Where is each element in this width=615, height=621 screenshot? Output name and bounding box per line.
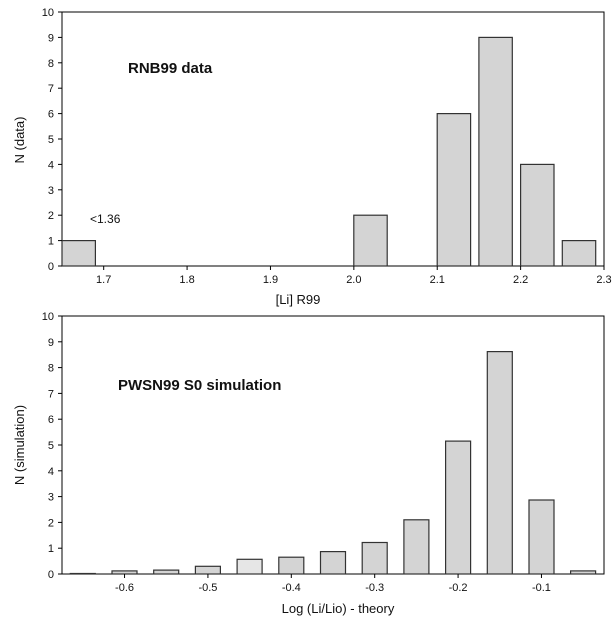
top-panel-label: RNB99 data	[128, 60, 213, 77]
bottom-x-ticks: -0.6 -0.5 -0.4 -0.3 -0.2 -0.1	[115, 574, 551, 594]
bottom-bar	[278, 556, 305, 575]
bottom-y-tick-label: 2	[48, 517, 54, 529]
top-y-axis-label: N (data)	[12, 117, 27, 164]
top-x-tick-label: 1.7	[96, 274, 111, 286]
top-bar	[519, 163, 555, 267]
top-x-ticks: 1.7 1.8 1.9 2.0 2.1 2.2 2.3	[96, 266, 612, 286]
bottom-y-tick-label: 8	[48, 363, 54, 375]
bottom-bar	[194, 565, 221, 575]
top-annotation: <1.36	[90, 212, 121, 226]
top-bars	[61, 36, 597, 267]
bottom-x-tick-label: -0.5	[198, 582, 217, 594]
top-y-tick-label: 9	[48, 32, 54, 44]
bottom-bar	[153, 569, 180, 575]
top-x-tick-label: 2.3	[596, 274, 611, 286]
bottom-x-tick-label: -0.1	[532, 582, 551, 594]
top-y-ticks: 0 1 2 3 4 5 6 7 8 9 10	[42, 7, 62, 273]
bottom-bar	[528, 499, 555, 575]
bottom-x-tick-label: -0.4	[282, 582, 301, 594]
top-bar	[478, 36, 513, 267]
bottom-bar	[486, 351, 513, 575]
bottom-panel-label: PWSN99 S0 simulation	[118, 377, 281, 394]
bottom-bars	[69, 351, 597, 575]
bottom-bar	[319, 550, 347, 575]
top-y-tick-label: 2	[48, 210, 54, 222]
bottom-y-tick-label: 5	[48, 440, 54, 452]
top-bar	[61, 240, 97, 267]
top-bar	[353, 214, 388, 267]
top-x-tick-label: 1.8	[179, 274, 194, 286]
bottom-y-tick-label: 10	[42, 311, 54, 323]
bottom-bar	[361, 541, 388, 575]
bottom-bar	[445, 440, 472, 575]
top-x-axis-label: [Li] R99	[276, 292, 321, 307]
bottom-x-axis-label: Log (Li/Lio) - theory	[282, 601, 395, 616]
top-x-tick-label: 1.9	[263, 274, 278, 286]
bottom-y-tick-label: 0	[48, 569, 54, 581]
bottom-y-tick-label: 4	[48, 466, 54, 478]
top-y-tick-label: 1	[48, 236, 54, 248]
top-y-tick-label: 0	[48, 261, 54, 273]
top-y-tick-label: 5	[48, 134, 54, 146]
top-y-tick-label: 7	[48, 83, 54, 95]
bottom-y-tick-label: 7	[48, 388, 54, 400]
bottom-y-tick-label: 6	[48, 414, 54, 426]
top-y-tick-label: 8	[48, 58, 54, 70]
bottom-bar	[569, 570, 597, 575]
bottom-bar	[69, 572, 96, 575]
bottom-y-ticks: 0 1 2 3 4 5 6 7 8 9 10	[42, 311, 62, 581]
top-y-tick-label: 4	[48, 159, 54, 171]
top-x-tick-label: 2.1	[430, 274, 445, 286]
bottom-bar	[236, 558, 263, 575]
bottom-bar	[403, 519, 430, 575]
bottom-y-tick-label: 1	[48, 543, 54, 555]
top-panel: RNB99 data [Li] R99 N (data) <1.36 0 1 2 3 4…	[12, 7, 612, 307]
top-y-tick-label: 6	[48, 109, 54, 121]
bottom-plot-frame	[61, 315, 605, 575]
bottom-bar	[111, 570, 138, 575]
top-y-tick-label: 10	[42, 7, 54, 19]
bottom-panel: PWSN99 S0 simulation Log (Li/Lio) - theo…	[12, 311, 605, 616]
top-y-tick-label: 3	[48, 185, 54, 197]
bottom-x-tick-label: -0.3	[365, 582, 384, 594]
bottom-y-axis-label: N (simulation)	[12, 405, 27, 485]
top-x-tick-label: 2.0	[346, 274, 361, 286]
bottom-y-tick-label: 3	[48, 492, 54, 504]
bottom-x-tick-label: -0.2	[449, 582, 468, 594]
top-x-tick-label: 2.2	[513, 274, 528, 286]
bottom-x-tick-label: -0.6	[115, 582, 134, 594]
bottom-y-tick-label: 9	[48, 337, 54, 349]
top-bar	[436, 112, 472, 267]
top-bar	[561, 240, 597, 267]
